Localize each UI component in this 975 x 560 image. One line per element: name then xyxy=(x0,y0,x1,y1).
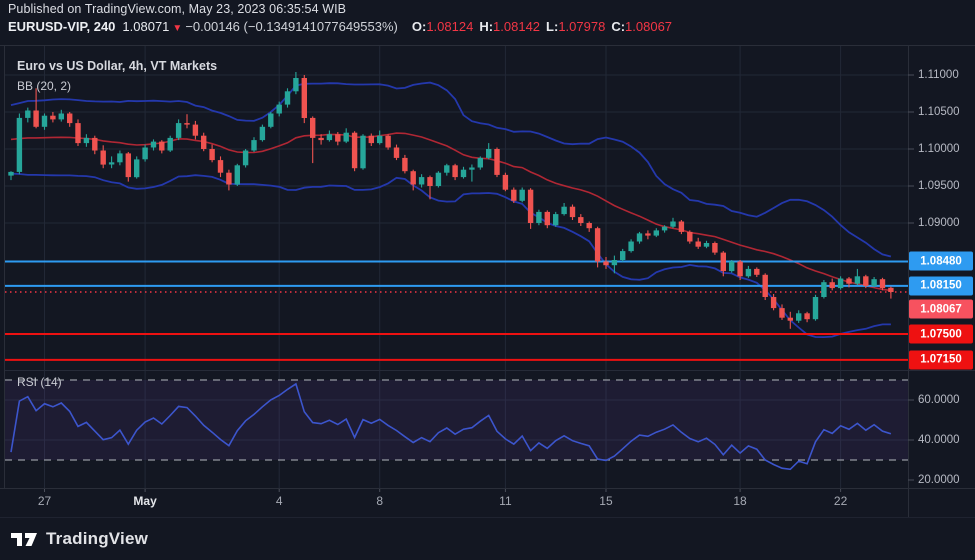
price-level-badge[interactable]: 1.07500 xyxy=(909,324,973,344)
rsi-indicator-label[interactable]: RSI (14) xyxy=(17,375,62,389)
rsi-axis-label: 20.0000 xyxy=(918,474,960,486)
brand-name: TradingView xyxy=(46,529,149,548)
time-axis-label: 8 xyxy=(376,494,384,508)
price-change: −0.00146 (−0.1349141077649553%) xyxy=(185,19,398,34)
price-level-badge[interactable]: 1.07150 xyxy=(909,350,973,370)
bb-indicator-label[interactable]: BB (20, 2) xyxy=(17,79,72,93)
price-level-badge[interactable]: 1.08067 xyxy=(909,299,973,319)
high-value: 1.08142 xyxy=(493,19,541,34)
close-label: C: xyxy=(611,19,626,34)
time-axis-label: May xyxy=(133,494,157,508)
pane-title: Euro vs US Dollar, 4h, VT Markets xyxy=(17,59,218,73)
time-axis-label: 15 xyxy=(599,494,613,508)
open-value: 1.08124 xyxy=(426,19,474,34)
time-axis-label: 4 xyxy=(275,494,283,508)
publish-info: Published on TradingView.com, May 23, 20… xyxy=(8,2,347,16)
low-value: 1.07978 xyxy=(558,19,606,34)
down-triangle-icon: ▼ xyxy=(172,23,183,34)
time-axis-label: 11 xyxy=(499,494,512,508)
rsi-axis-label: 40.0000 xyxy=(918,434,960,446)
rsi-axis-label: 60.0000 xyxy=(918,394,960,406)
time-axis-label: 27 xyxy=(37,494,52,508)
price-level-badge[interactable]: 1.08150 xyxy=(909,276,973,296)
tradingview-logo-icon xyxy=(11,533,37,546)
close-value: 1.08067 xyxy=(625,19,673,34)
price-level-badge[interactable]: 1.08480 xyxy=(909,251,973,271)
price-axis-label: 1.11000 xyxy=(918,69,959,81)
last-price: 1.08071 xyxy=(122,19,170,34)
price-axis-label: 1.09500 xyxy=(918,180,960,192)
low-label: L: xyxy=(546,19,559,34)
price-axis-label: 1.09000 xyxy=(918,217,960,229)
footer-bar: TradingView xyxy=(11,529,148,549)
high-label: H: xyxy=(479,19,494,34)
time-axis-label: 22 xyxy=(833,494,848,508)
open-label: O: xyxy=(411,19,427,34)
symbol-info-bar: EURUSD-VIP, 240 1.08071 ▼ −0.00146 (−0.1349… xyxy=(8,19,672,34)
price-axis-label: 1.10500 xyxy=(918,106,960,118)
time-axis-label: 18 xyxy=(733,494,747,508)
symbol-title[interactable]: EURUSD-VIP, 240 xyxy=(8,19,116,34)
price-axis-label: 1.10000 xyxy=(918,143,960,155)
